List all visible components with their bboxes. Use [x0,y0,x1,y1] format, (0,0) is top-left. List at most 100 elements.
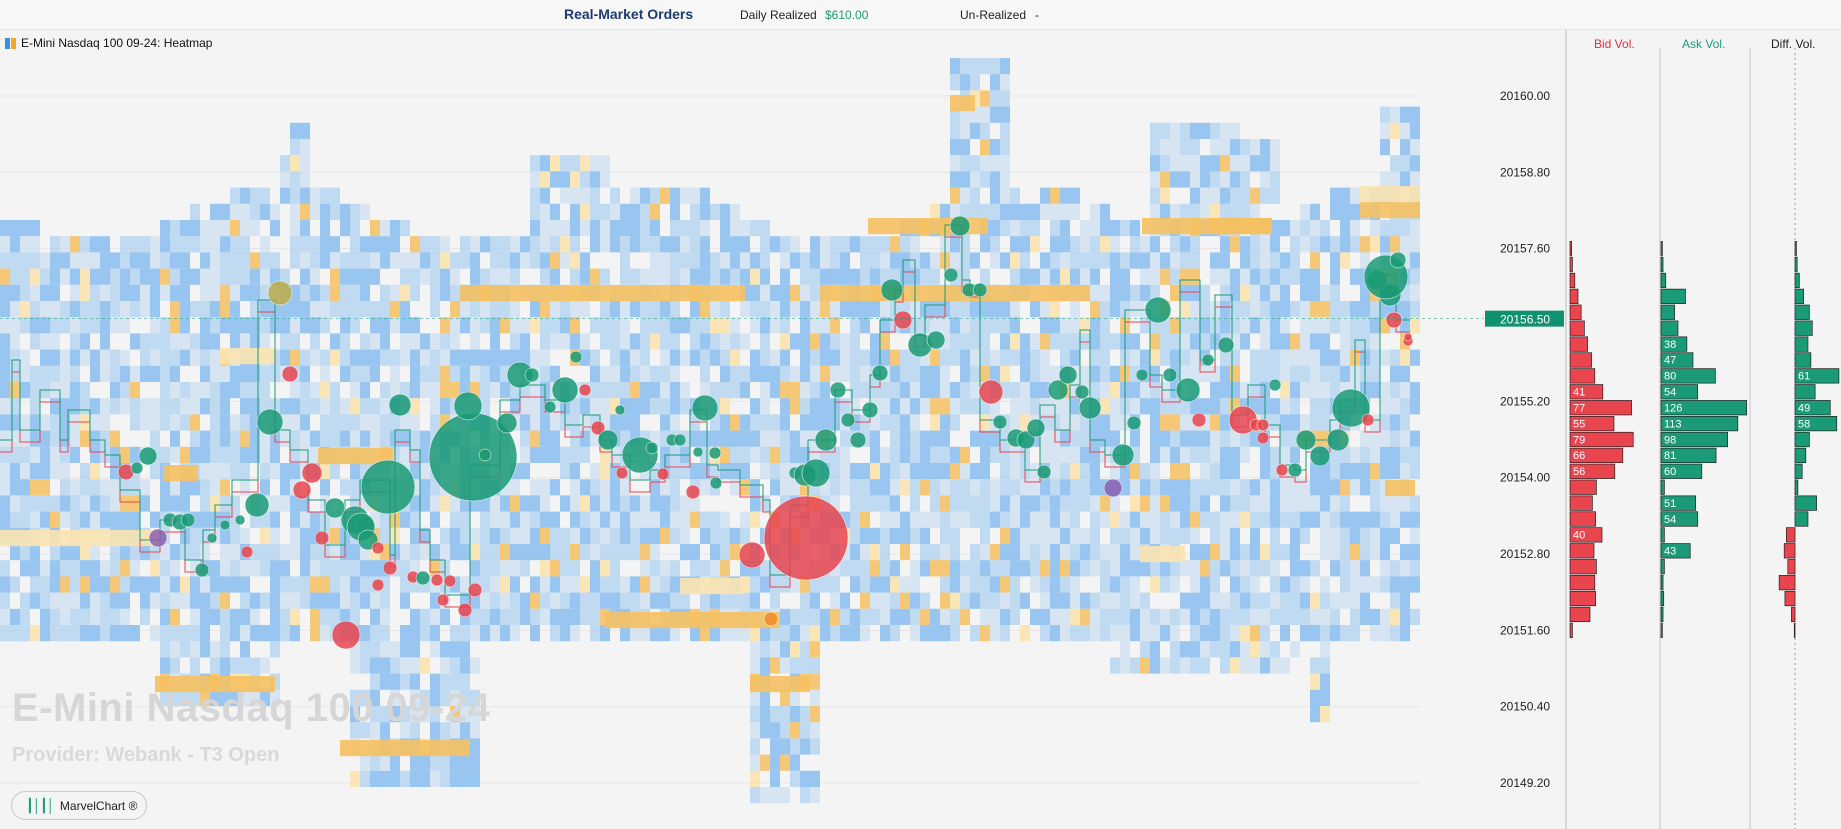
heatmap-cell [1130,495,1140,512]
heatmap-cell [360,770,370,787]
heatmap-cell [1310,479,1320,496]
heatmap-cell [530,479,540,496]
heatmap-cell [1310,625,1320,642]
heatmap-cell [1310,495,1320,512]
heatmap-cell [470,365,480,382]
heatmap-cell [200,511,210,528]
heatmap-cell [390,770,400,787]
heatmap-cell [1120,592,1130,609]
heatmap-cell [370,689,380,706]
heatmap-cell [480,495,490,512]
heatmap-cell [310,187,320,204]
heatmap-cell [1260,592,1270,609]
trade-bubble [645,441,659,455]
heatmap-cell [1210,511,1220,528]
heatmap-cell [460,657,470,674]
heatmap-cell [1020,544,1030,561]
heatmap-cell [1140,284,1150,301]
heatmap-cell [1330,236,1340,253]
heatmap-cell [940,560,950,577]
heatmap-cell [650,252,660,269]
heatmap-cell [850,576,860,593]
heatmap-cell [780,657,790,674]
heatmap-cell [480,268,490,285]
heatmap-cell [10,220,20,237]
heatmap-cell [1000,139,1010,156]
heatmap-cell [1010,608,1020,625]
heatmap-cell [360,641,370,658]
heatmap-cell [1050,608,1060,625]
heatmap-cell [440,236,450,253]
heatmap-cell [1380,171,1390,188]
heatmap-cell [920,511,930,528]
heatmap-cell [1410,463,1420,480]
heatmap-cell [1310,382,1320,399]
heatmap-cell [990,495,1000,512]
heatmap-cell [310,398,320,415]
heatmap-cell [780,382,790,399]
heatmap-cell [1280,430,1290,447]
heatmap-cell [450,770,460,787]
heatmap-cell [30,463,40,480]
heatmap-cell [430,608,440,625]
heatmap-cell [1310,365,1320,382]
heatmap-cell [910,511,920,528]
heatmap-cell [280,608,290,625]
ask-volume-bar [1660,304,1675,320]
heatmap-cell [1160,479,1170,496]
heatmap-cell [1070,236,1080,253]
heatmap-cell [30,382,40,399]
heatmap-cell [710,333,720,350]
heatmap-cell [730,268,740,285]
heatmap-cell [900,236,910,253]
heatmap-cell [1170,495,1180,512]
bid-volume-bar [1569,463,1616,479]
heatmap-cell [1210,608,1220,625]
heatmap-cell [800,430,810,447]
heatmap-cell [50,625,60,642]
heatmap-cell [10,382,20,399]
heatmap-cell [500,576,510,593]
heatmap-cell [1190,625,1200,642]
heatmap-cell [880,479,890,496]
heatmap-cell [1070,527,1080,544]
heatmap-cell [1120,576,1130,593]
heatmap-cell [1090,349,1100,366]
heatmap-cell [530,382,540,399]
heatmap-cell [1300,220,1310,237]
heatmap-cell [1200,657,1210,674]
trade-bubble [331,620,361,650]
heatmap-cell [620,349,630,366]
heatmap-cell [740,414,750,431]
heatmap-cell [1060,527,1070,544]
heatmap-cell [120,382,130,399]
heatmap-cell [1140,625,1150,642]
heatmap-cell [130,479,140,496]
heatmap-cell [520,430,530,447]
heatmap-cell [150,414,160,431]
heatmap-cell [470,754,480,771]
heatmap-cell [1110,495,1120,512]
heatmap-cell [160,560,170,577]
heatmap-cell [1140,495,1150,512]
heatmap-cell [1330,317,1340,334]
heatmap-cell [1010,511,1020,528]
heatmap-cell [800,349,810,366]
heatmap-cell [1130,252,1140,269]
heatmap-cell [1330,463,1340,480]
heatmap-cell [1280,608,1290,625]
heatmap-cell [280,625,290,642]
heatmap-cell [890,560,900,577]
bid-volume-bar [1569,559,1597,575]
bid-volume-bar [1569,590,1596,607]
marvelchart-badge[interactable]: ┃│┃│ MarvelChart ® [11,791,147,820]
heatmap-cell [210,268,220,285]
watermark-provider: Provider: Webank - T3 Open [12,744,280,766]
heatmap-cell [200,301,210,318]
heatmap-cell [110,382,120,399]
heatmap-cell [490,365,500,382]
heatmap-cell [670,495,680,512]
heatmap-cell [610,382,620,399]
heatmap-cell [490,592,500,609]
